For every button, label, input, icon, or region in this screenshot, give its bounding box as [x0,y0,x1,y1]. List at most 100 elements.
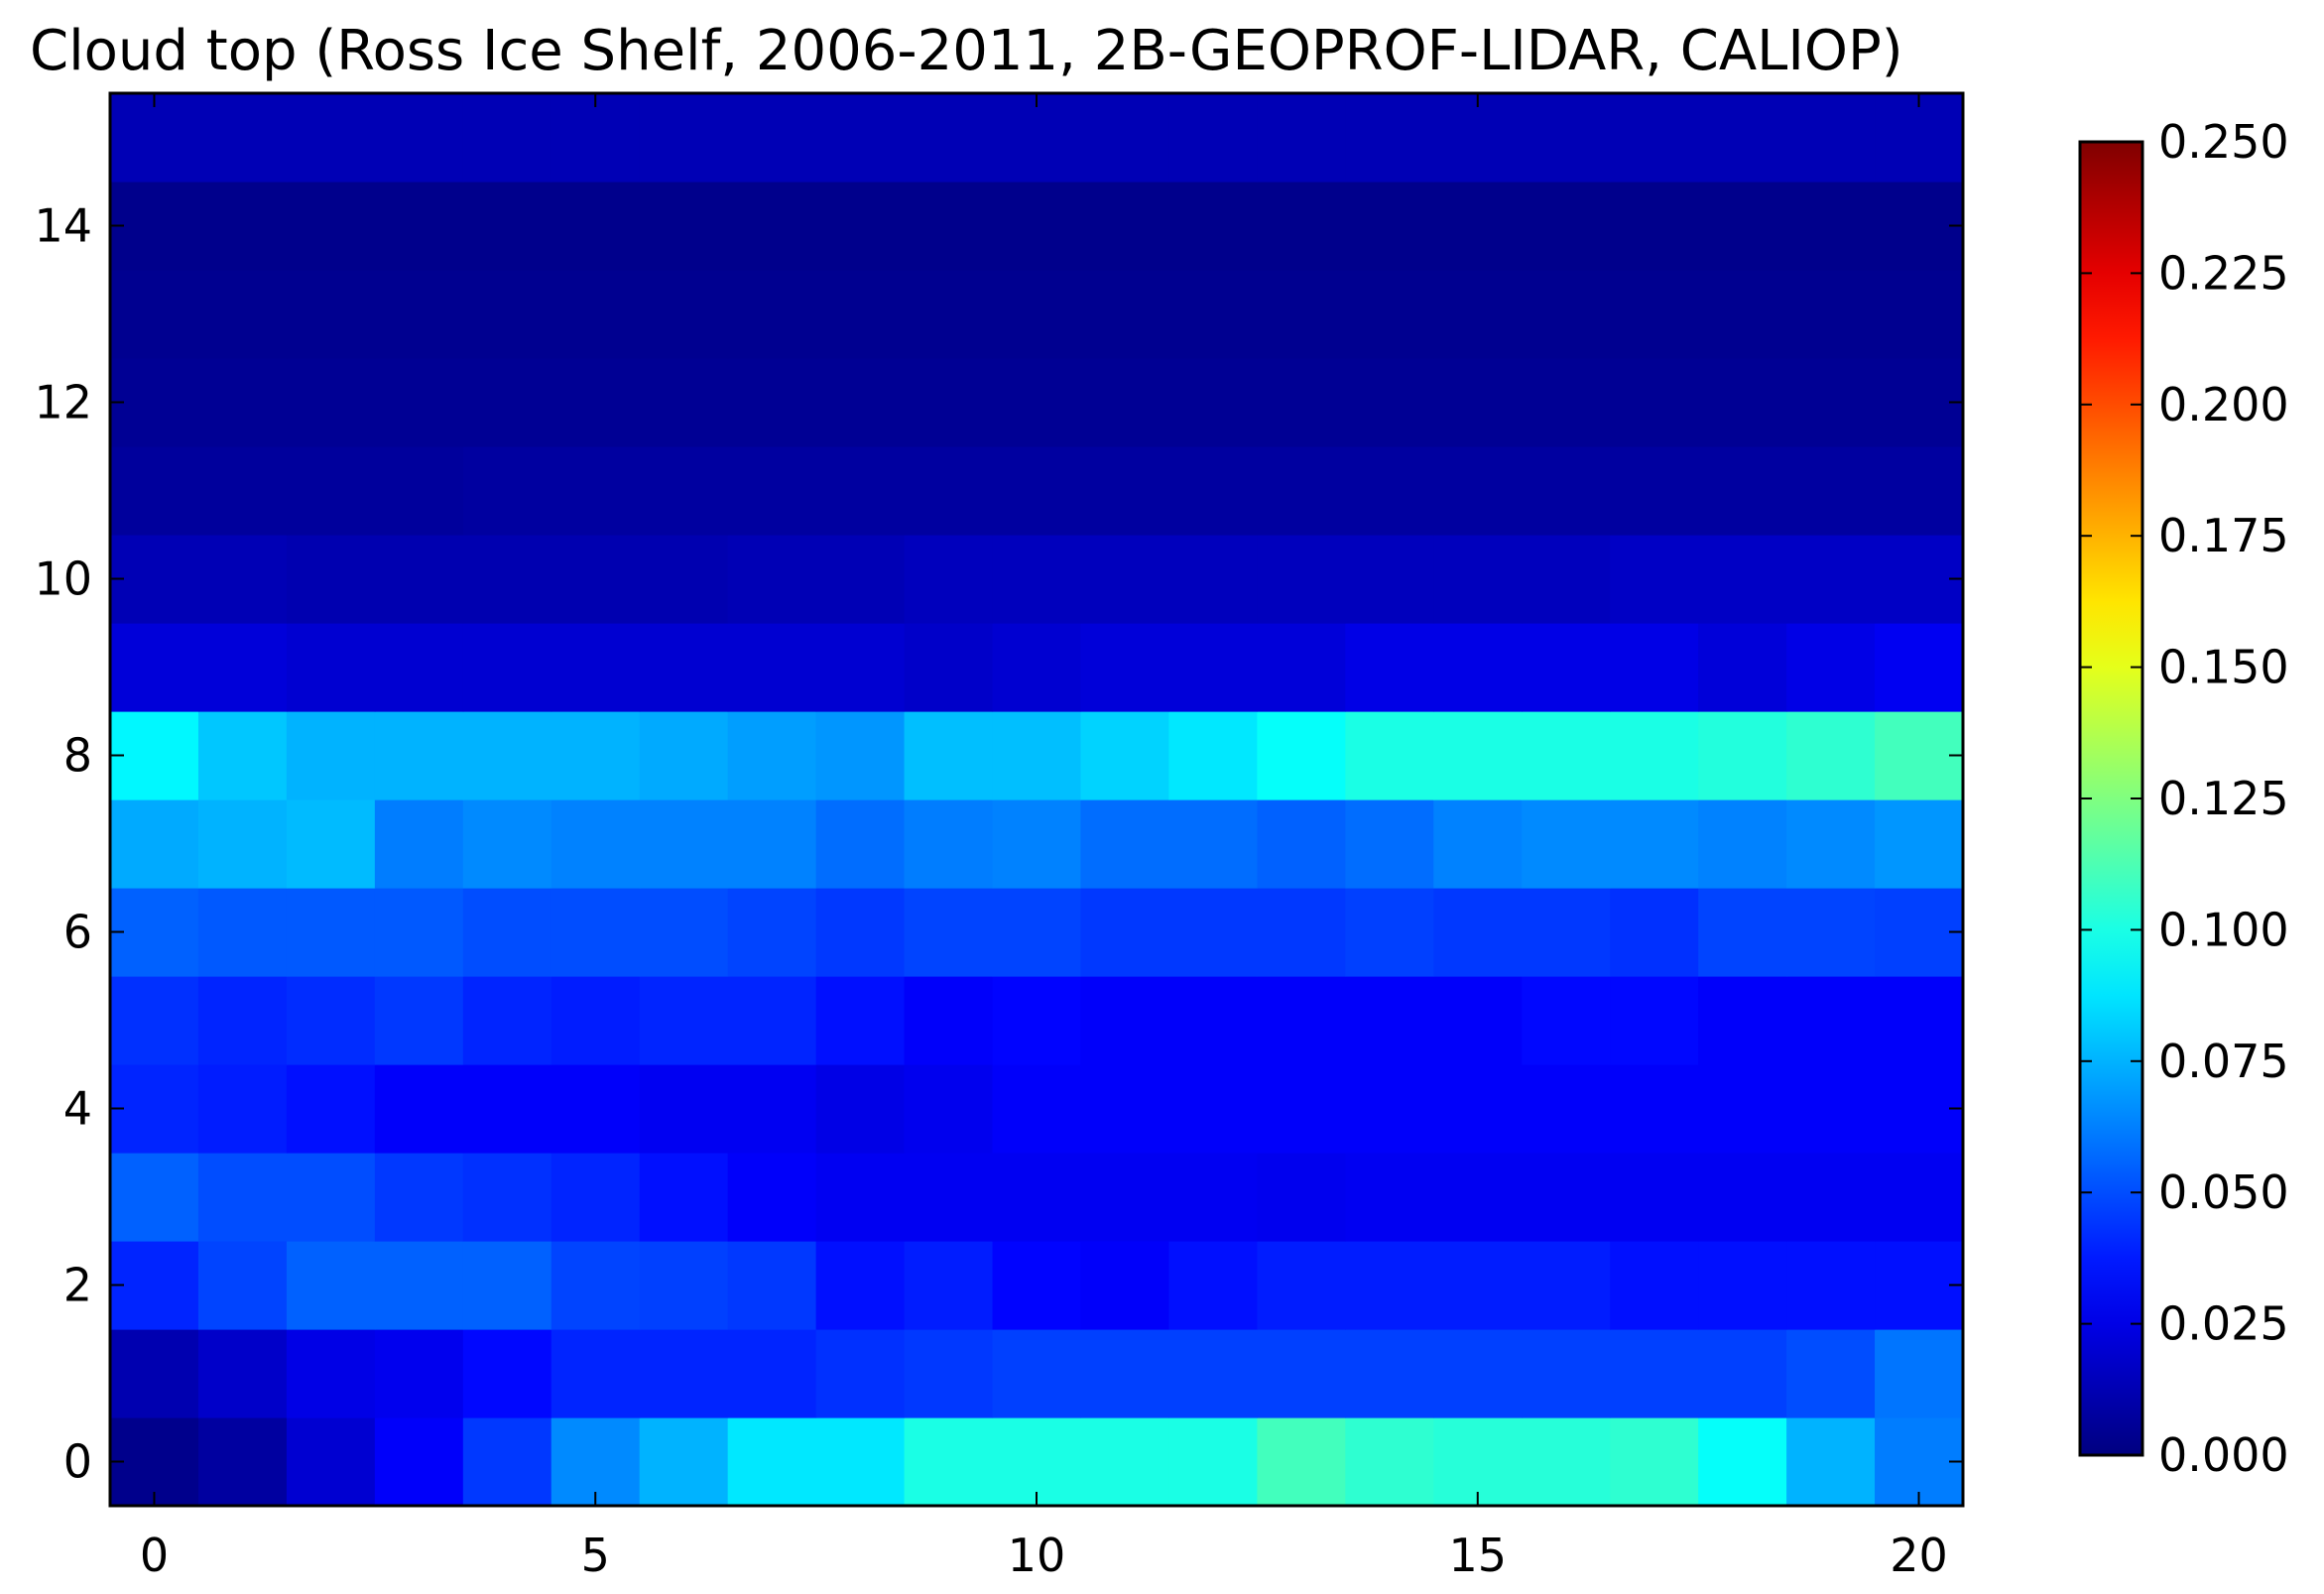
heatmap-cell [1522,976,1611,1065]
heatmap-cell [1786,711,1876,800]
heatmap-cell [1433,1417,1523,1507]
heatmap-cell [197,1417,288,1507]
heatmap-cell [1786,1417,1876,1507]
heatmap-cell [286,976,376,1065]
heatmap-cell [1433,1064,1523,1154]
heatmap-cell [992,1153,1082,1242]
heatmap-cell [1257,535,1346,624]
heatmap-cell [286,711,376,800]
heatmap-cell [1786,182,1876,271]
heatmap-cell [1433,623,1523,712]
y-tick-label: 10 [34,552,92,606]
colorbar-tick-label: 0.025 [2158,1297,2289,1351]
heatmap-cell [110,1064,199,1154]
heatmap-cell [992,182,1082,271]
heatmap-cell [639,1153,729,1242]
heatmap-cell [727,976,817,1065]
heatmap-cell [1433,976,1523,1065]
heatmap-cell [1257,1064,1346,1154]
heatmap-cell [374,1153,464,1242]
x-tick-label: 20 [1890,1529,1948,1582]
heatmap-cell [1610,1153,1699,1242]
heatmap-cell [1786,888,1876,977]
heatmap-cell [1698,1241,1787,1330]
heatmap-cell [550,535,641,624]
heatmap-cell [992,623,1082,712]
heatmap-cell [815,358,906,447]
heatmap-cell [639,1241,729,1330]
heatmap-cell [286,1064,376,1154]
heatmap-cell [374,1329,464,1418]
heatmap-cell [1433,799,1523,889]
heatmap-cell [550,976,641,1065]
heatmap-cell [1433,358,1523,447]
heatmap-cell [550,1241,641,1330]
heatmap-cell [1698,446,1787,536]
heatmap-cell [110,711,199,800]
heatmap-cell [197,182,288,271]
heatmap-cell [815,1417,906,1507]
heatmap-cell [1345,270,1434,359]
heatmap-cell [197,1064,288,1154]
y-tick-label: 2 [63,1259,92,1312]
heatmap-cell [1522,799,1611,889]
heatmap-cell [1257,1153,1346,1242]
heatmap-cell [1522,182,1611,271]
heatmap-cell [639,93,729,183]
heatmap-cell [1522,1241,1611,1330]
colorbar-tick-label: 0.125 [2158,772,2289,825]
heatmap-cell [727,888,817,977]
heatmap-cell [992,799,1082,889]
heatmap-cell [904,93,994,183]
heatmap-cell [110,93,199,183]
heatmap-cell [286,446,376,536]
heatmap-cell [1080,976,1170,1065]
heatmap-cell [1875,1417,1964,1507]
heatmap-cell [286,799,376,889]
heatmap-cell [1610,711,1699,800]
heatmap-cell [815,799,906,889]
heatmap-cell [1875,270,1964,359]
heatmap-cell [462,535,552,624]
heatmap-cell [639,1417,729,1507]
heatmap-cell [639,182,729,271]
heatmap-cell [1345,182,1434,271]
heatmap-cell [1610,888,1699,977]
heatmap-cell [1080,270,1170,359]
heatmap-cell [197,711,288,800]
heatmap-cell [1257,358,1346,447]
heatmap-cell [727,358,817,447]
colorbar-tick-label: 0.075 [2158,1035,2289,1088]
heatmap-cell [1345,623,1434,712]
heatmap-cell [727,1329,817,1418]
heatmap-cell [1168,888,1258,977]
heatmap-cell [1080,446,1170,536]
heatmap-cell [550,1329,641,1418]
heatmap-cell [462,1417,552,1507]
heatmap-cell [197,1153,288,1242]
heatmap-cell [286,93,376,183]
heatmap-cell [1875,799,1964,889]
heatmap-cell [1610,1417,1699,1507]
heatmap-cell [904,535,994,624]
heatmap-cell [286,623,376,712]
heatmap-cell [550,623,641,712]
heatmap-cell [374,976,464,1065]
heatmap-cell [1698,1329,1787,1418]
heatmap-cell [904,623,994,712]
heatmap-cell [462,182,552,271]
heatmap-cell [815,182,906,271]
heatmap-cell [374,270,464,359]
heatmap-cell [904,358,994,447]
heatmap-cell [286,1417,376,1507]
heatmap-cell [904,1153,994,1242]
colorbar-tick-label: 0.225 [2158,246,2289,300]
heatmap-cell [1257,976,1346,1065]
heatmap-cell [1433,535,1523,624]
x-axis: 0 5 10 15 20 [140,93,1948,1582]
heatmap-cell [1080,182,1170,271]
heatmap-cell [1433,446,1523,536]
heatmap-cell [1345,446,1434,536]
heatmap-cell [1080,623,1170,712]
